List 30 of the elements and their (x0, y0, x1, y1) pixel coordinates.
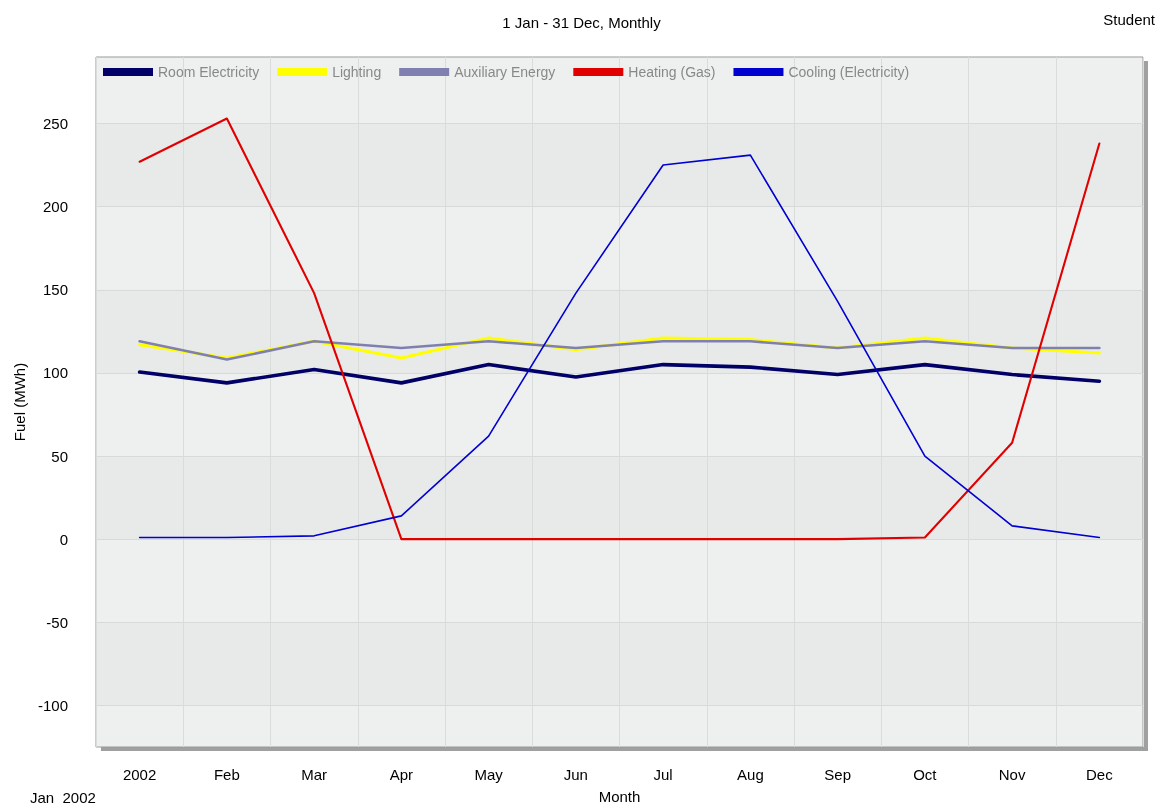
y-tick-label: 100 (42, 364, 68, 382)
x-axis-title: Month (598, 788, 641, 805)
x-tick-label: Oct (913, 766, 938, 783)
text: Jan 2002 (30, 789, 96, 806)
y-tick-label: -50 (46, 613, 68, 631)
chart-title: 1 Jan - 31 Dec, Monthly (502, 14, 662, 31)
x-tick-label: Jun (563, 766, 588, 783)
x-tick-label: Apr (389, 766, 414, 783)
legend-label: Heating (Gas) (628, 64, 716, 80)
x-tick-label: Jul (653, 766, 673, 783)
text: Student (1103, 11, 1156, 28)
x-tick-label: May (474, 766, 504, 783)
x-tick-label: Dec (1086, 766, 1114, 783)
y-axis-title: Fuel (MWh) (11, 362, 29, 442)
x-tick-label: 2002 (122, 766, 157, 783)
x-tick-label: Mar (301, 766, 328, 783)
legend-label: Auxiliary Energy (454, 64, 556, 80)
legend-label: Lighting (332, 64, 382, 80)
y-tick-label: 0 (59, 530, 68, 548)
x-tick-label: Nov (998, 766, 1026, 783)
x-tick-label: Aug (737, 766, 764, 783)
y-tick-label: 200 (42, 198, 68, 216)
legend-label: Cooling (Electricity) (788, 64, 910, 80)
y-tick-label: -100 (37, 696, 68, 714)
y-tick-label: 50 (51, 447, 68, 465)
x-tick-label: Feb (213, 766, 240, 783)
y-tick-label: 150 (42, 281, 68, 299)
y-tick-label: 250 (42, 115, 68, 133)
legend-label: Room Electricity (158, 64, 260, 80)
x-tick-label: Sep (824, 766, 851, 783)
